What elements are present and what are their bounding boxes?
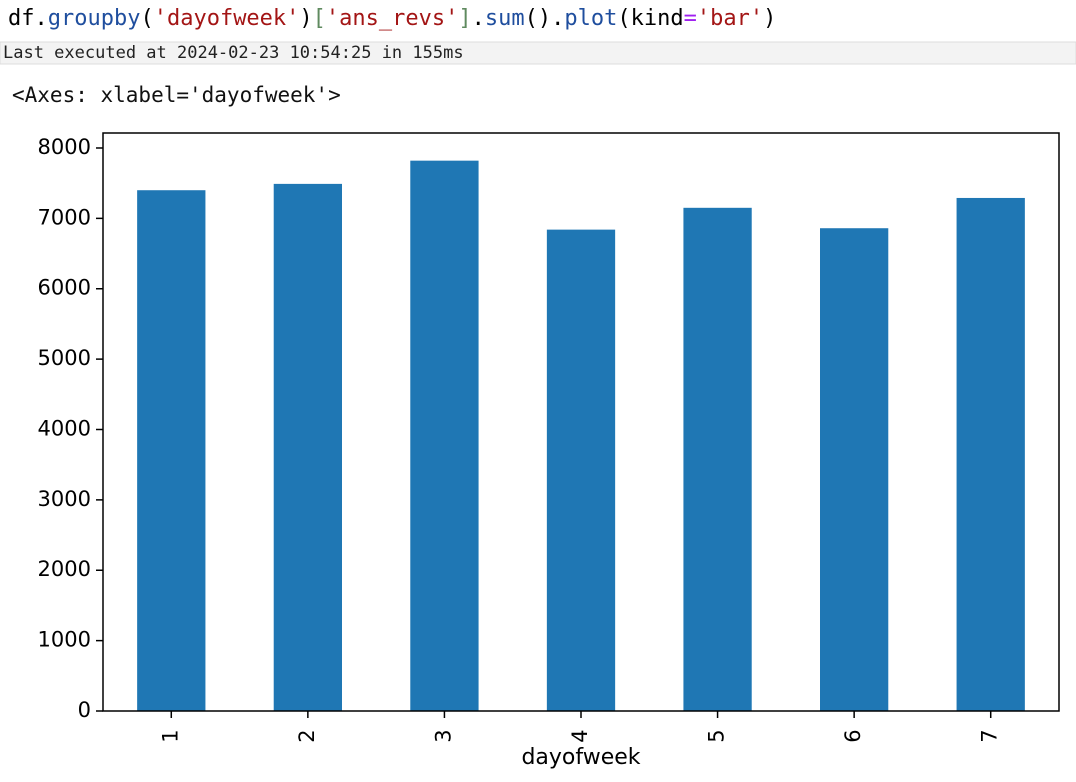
code-line: df.groupby('dayofweek')['ans_revs'].sum(… [8,6,776,31]
x-tick-label: 1 [158,729,182,742]
code-token: ] [458,6,471,31]
code-token: = [684,6,697,31]
bar [137,190,206,711]
code-token: ) [763,6,776,31]
x-tick-label: 2 [295,729,319,742]
code-token: 'ans_revs' [326,6,458,31]
y-tick-label: 5000 [38,346,91,370]
bar [683,207,752,711]
y-tick-label: 8000 [38,135,91,159]
output-text: <Axes: xlabel='dayofweek'> [12,83,341,107]
bar [410,160,479,712]
x-tick-label: 7 [978,729,1002,742]
status-bar [0,41,1076,65]
y-tick-label: 1000 [38,628,91,652]
code-token: . [472,6,485,31]
plot-frame [102,132,1060,712]
code-token: 'dayofweek' [154,6,300,31]
y-tick-label: 2000 [38,557,91,581]
y-tick-label: 0 [78,698,91,722]
y-tick-label: 4000 [38,416,91,440]
bar [273,183,342,711]
code-token: 'bar' [697,6,763,31]
bar [956,197,1025,711]
code-token: groupby [48,6,141,31]
y-tick-label: 7000 [38,205,91,229]
code-token: sum [485,6,525,31]
bar [820,228,889,711]
code-token: (). [525,6,565,31]
x-tick-label: 4 [568,729,592,742]
code-token: ( [140,6,153,31]
code-token: plot [564,6,617,31]
code-token: df. [8,6,48,31]
x-tick-label: 5 [705,729,729,742]
y-tick-label: 3000 [38,487,91,511]
code-token: [ [313,6,326,31]
bar [546,229,616,711]
x-tick-label: 3 [431,729,455,742]
status-text: Last executed at 2024-02-23 10:54:25 in … [3,43,464,63]
y-tick-label: 6000 [38,276,91,300]
x-tick-label: 6 [841,729,865,742]
code-token: (kind [617,6,683,31]
x-axis-label: dayofweek [521,745,640,770]
code-token: ) [299,6,312,31]
chart: 0 1000 2000 3000 4000 5000 6000 7000 8000 1 2 3 4 5 6 7… [38,132,1060,770]
